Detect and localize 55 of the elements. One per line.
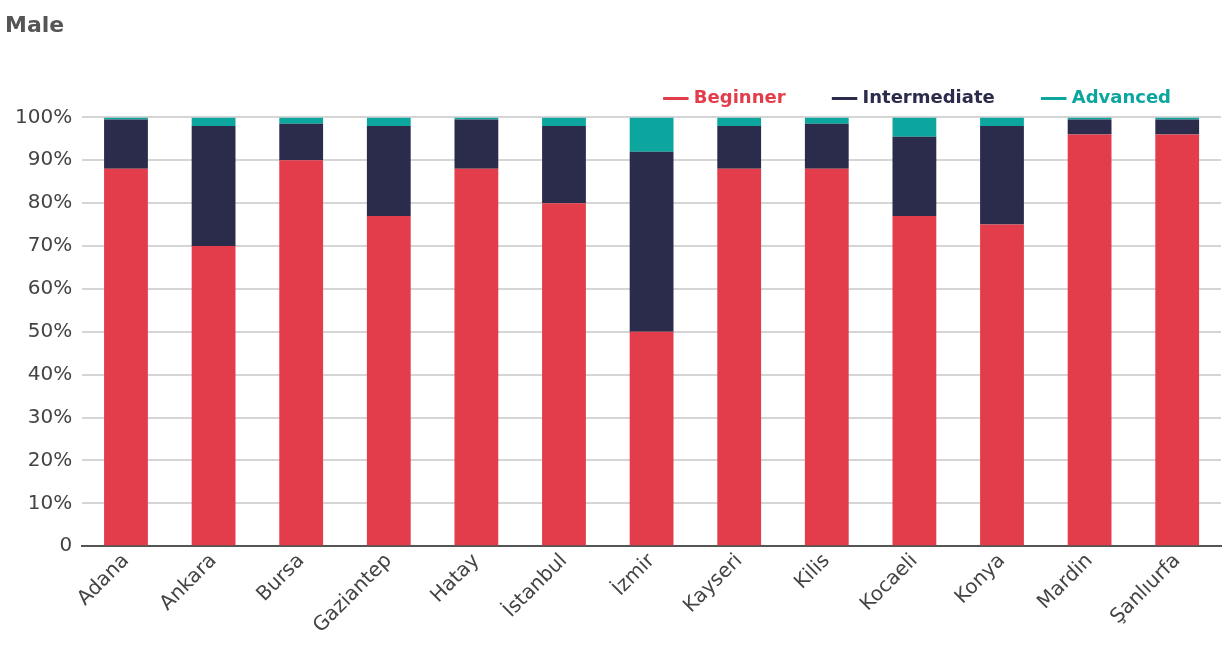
y-tick-label: 0 [59, 532, 73, 557]
bar [1067, 119, 1112, 135]
bar [1067, 134, 1112, 546]
bar [366, 125, 411, 217]
bar [717, 125, 762, 169]
bar [892, 117, 937, 137]
y-tick-label: 60% [27, 275, 73, 300]
bar [629, 117, 674, 152]
legend-label: Intermediate [862, 86, 995, 108]
y-tick-label: 100% [14, 103, 73, 128]
bar [366, 216, 411, 546]
y-tick-label: 50% [27, 318, 73, 342]
y-tick-label: 20% [27, 446, 73, 471]
bar [1155, 134, 1200, 546]
bar [717, 168, 762, 546]
y-tick-label: 70% [27, 232, 73, 257]
bar [980, 117, 1024, 126]
legend-label: Beginner [693, 86, 786, 108]
bar [629, 151, 674, 332]
bar [279, 160, 324, 546]
bar [104, 119, 148, 169]
y-tick-label: 90% [27, 146, 73, 171]
bar [542, 125, 586, 204]
y-tick-label: 40% [27, 360, 73, 385]
bar [191, 125, 236, 247]
bar [1155, 119, 1200, 135]
bar [804, 123, 849, 169]
bar [366, 117, 411, 126]
bar [104, 168, 148, 546]
bar [980, 125, 1024, 225]
bar [104, 117, 148, 120]
bar [892, 136, 937, 217]
bar [717, 117, 762, 126]
bar [1155, 117, 1200, 120]
legend-label: Advanced [1071, 86, 1172, 108]
bar [629, 331, 674, 546]
chart-title: Male [5, 11, 65, 37]
y-tick-label: 80% [27, 189, 73, 214]
bar [892, 216, 937, 546]
bar [191, 246, 236, 546]
bar [454, 119, 499, 169]
bar [980, 224, 1024, 546]
bar [279, 117, 324, 124]
bar [1067, 117, 1112, 120]
bar [542, 117, 586, 126]
y-tick-label: 30% [27, 403, 73, 428]
bar [191, 117, 236, 126]
bar [454, 117, 499, 120]
bar [542, 203, 586, 546]
bar [804, 168, 849, 546]
bar [454, 168, 499, 546]
x-tick-label: Kilis [788, 547, 835, 594]
bar [804, 117, 849, 124]
bar [279, 123, 324, 161]
y-tick-label: 10% [27, 489, 73, 514]
